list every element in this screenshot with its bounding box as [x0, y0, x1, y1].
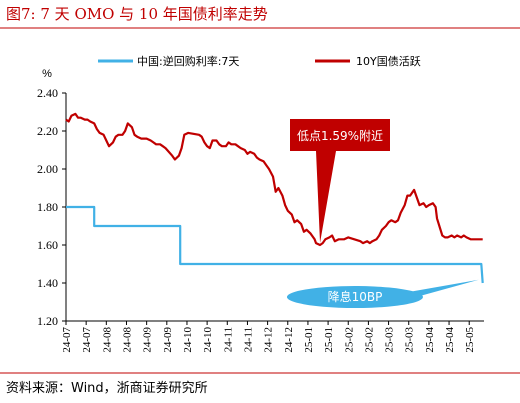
low-point-callout: 低点1.59%附近 [290, 119, 390, 243]
rate-cut-callout: 降息10BP [286, 279, 479, 309]
y-tick-label: 1.40 [37, 276, 58, 290]
y-tick-label: 1.20 [37, 314, 58, 328]
legend-label-10y: 10Y国债活跃 [356, 54, 421, 68]
x-tick-label: 24-09 [142, 327, 154, 353]
source-note: 资料来源：Wind，浙商证券研究所 [6, 380, 208, 396]
omo-7d-rate-line [66, 205, 484, 284]
legend: 中国:逆回购利率:7天 10Y国债活跃 [98, 54, 421, 68]
x-tick-label: 24-10 [182, 327, 194, 353]
x-tick-label: 25-02 [343, 327, 355, 353]
rate-cut-callout-text: 降息10BP [328, 289, 383, 304]
x-tick-label: 24-12 [263, 327, 275, 353]
y-tick-label: 2.20 [37, 124, 58, 138]
x-tick-label: 25-03 [404, 327, 416, 353]
rate-cut-callout-shape [286, 279, 479, 309]
low-point-callout-shape [290, 119, 390, 243]
x-tick-label: 24-11 [222, 327, 234, 352]
x-tick-label: 25-01 [323, 327, 335, 353]
cgb-10y-yield-line [65, 112, 483, 247]
x-tick-label: 25-04 [424, 327, 436, 353]
x-tick-label: 25-04 [444, 327, 456, 353]
x-tick-label: 24-11 [242, 327, 254, 352]
y-tick-label: 1.60 [37, 238, 58, 252]
x-tick-label: 25-02 [363, 327, 375, 353]
y-tick-label: 2.00 [37, 162, 58, 176]
legend-label-omo: 中国:逆回购利率:7天 [137, 54, 239, 68]
x-tick-label: 24-08 [121, 327, 133, 353]
x-tick-label: 24-09 [162, 327, 174, 353]
y-tick-label: 2.40 [37, 86, 58, 100]
x-tick-label: 24-10 [202, 327, 214, 353]
y-tick-label: 1.80 [37, 200, 58, 214]
x-tick-label: 25-05 [464, 327, 476, 353]
y-unit-label: % [42, 68, 52, 80]
x-tick-label: 25-01 [303, 327, 315, 353]
x-tick-label: 24-08 [101, 327, 113, 353]
low-point-callout-text: 低点1.59%附近 [297, 129, 383, 143]
x-tick-label: 24-07 [81, 327, 93, 353]
x-tick-label: 24-12 [283, 327, 295, 353]
figure-title: 图7: 7 天 OMO 与 10 年国债利率走势 [6, 5, 268, 23]
x-tick-label: 25-03 [384, 327, 396, 353]
x-tick-label: 24-07 [61, 327, 73, 353]
